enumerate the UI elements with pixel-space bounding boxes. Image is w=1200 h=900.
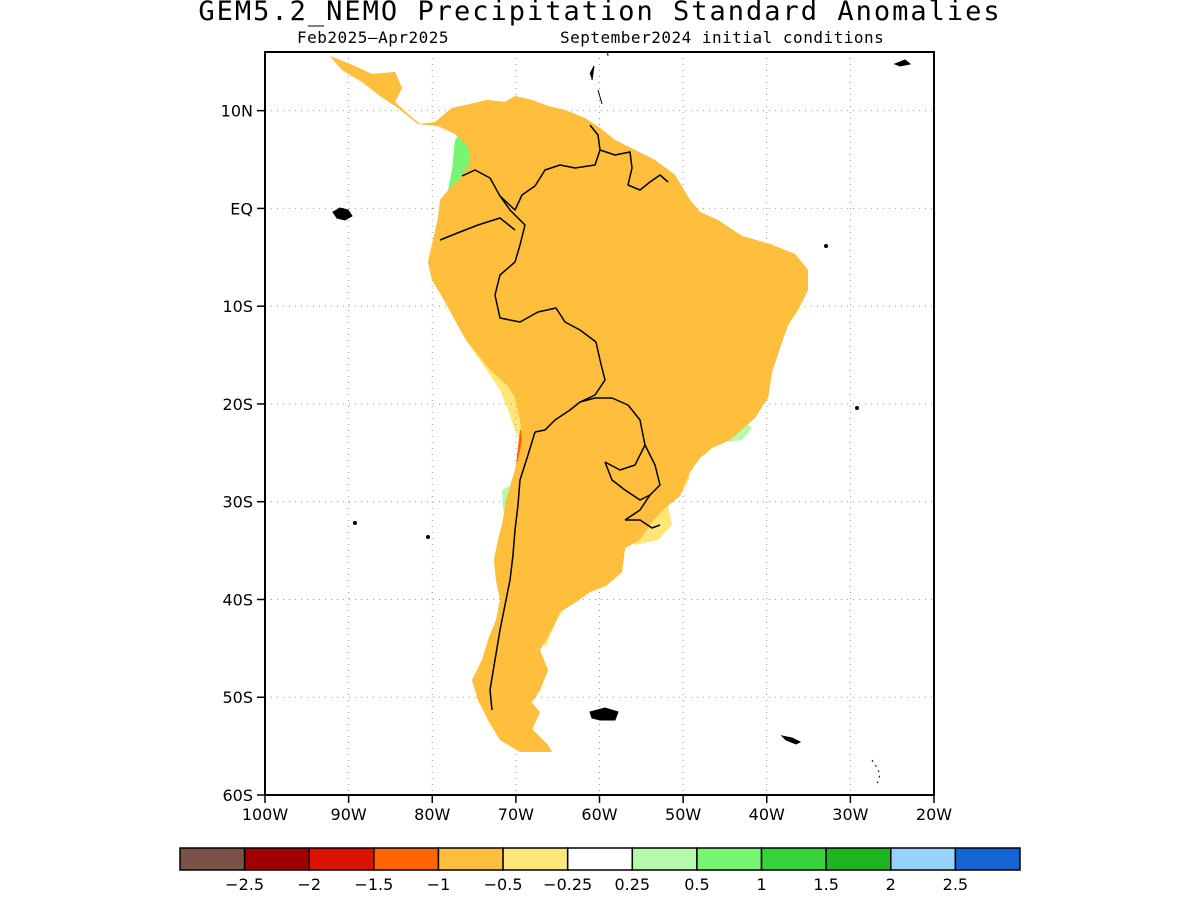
lon-tick-label: 60W xyxy=(581,805,617,824)
lat-tick-label: 30S xyxy=(222,493,253,512)
map-title: GEM5.2_NEMO Precipitation Standard Anoma… xyxy=(198,0,1002,27)
colorbar-label: −2.5 xyxy=(225,875,264,894)
colorbar xyxy=(179,847,1021,871)
south-georgia xyxy=(780,735,802,745)
colorbar-swatch xyxy=(243,847,310,871)
colorbar-label: −1.5 xyxy=(354,875,393,894)
colorbar-swatch xyxy=(566,847,634,871)
colorbar-swatch xyxy=(308,847,375,871)
forecast-period: Feb2025–Apr2025 xyxy=(297,28,449,47)
axis-ticks xyxy=(257,109,935,803)
lon-tick-label: 20W xyxy=(916,805,952,824)
coastlines xyxy=(329,55,809,753)
lat-tick-label: 60S xyxy=(222,786,253,805)
fernando-noronha xyxy=(824,244,828,248)
colorbar-label: 1 xyxy=(756,875,766,894)
anomaly-field xyxy=(265,52,934,795)
colorbar-label: 2.5 xyxy=(943,875,968,894)
lon-tick-label: 40W xyxy=(749,805,785,824)
colorbar-swatch xyxy=(631,847,698,871)
islands xyxy=(332,52,912,787)
lat-tick-label: 50S xyxy=(222,688,253,707)
colorbar-label: 2 xyxy=(886,875,896,894)
colorbar-swatch xyxy=(437,847,504,871)
colorbar-swatch xyxy=(954,847,1021,871)
colorbar-swatch xyxy=(890,847,957,871)
lat-tick-label: 10N xyxy=(221,102,253,121)
trindade xyxy=(855,406,859,410)
lon-tick-label: 50W xyxy=(665,805,701,824)
south-sandwich xyxy=(871,759,881,787)
latitude-labels: 10N EQ 10S 20S 30S 40S 50S 60S xyxy=(221,102,253,805)
colorbar-label: 0.5 xyxy=(684,875,709,894)
colorbar-labels: −2.5 −2 −1.5 −1 −0.5 −0.25 0.25 0.5 1 1.5 2 2.5 xyxy=(225,875,968,894)
longitude-labels: 100W 90W 80W 70W 60W 50W 40W 30W 20W xyxy=(242,805,952,824)
colorbar-label: −0.25 xyxy=(543,875,592,894)
san-felix xyxy=(353,521,357,525)
lon-tick-label: 100W xyxy=(242,805,289,824)
lat-tick-label: 10S xyxy=(222,297,253,316)
galapagos xyxy=(332,207,353,221)
falklands xyxy=(589,707,619,721)
lat-tick-label: 20S xyxy=(222,395,253,414)
colorbar-label: −0.5 xyxy=(484,875,523,894)
colorbar-label: −2 xyxy=(297,875,321,894)
juan-fernandez xyxy=(426,535,430,539)
lon-tick-label: 30W xyxy=(832,805,868,824)
colorbar-swatch xyxy=(825,847,892,871)
colorbar-label: 0.25 xyxy=(614,875,650,894)
colorbar-swatch xyxy=(502,847,569,871)
colorbar-swatch xyxy=(696,847,763,871)
lon-tick-label: 80W xyxy=(414,805,450,824)
colorbar-swatch xyxy=(373,847,440,871)
initial-conditions: September2024 initial conditions xyxy=(560,28,885,47)
colorbar-swatch xyxy=(179,847,246,871)
colorbar-label: 1.5 xyxy=(813,875,838,894)
country-borders xyxy=(439,124,669,711)
colorbar-swatch xyxy=(760,847,827,871)
colorbar-label: −1 xyxy=(427,875,451,894)
lat-tick-label: 40S xyxy=(222,590,253,609)
lon-tick-label: 70W xyxy=(498,805,534,824)
caribbean-islands xyxy=(589,52,912,105)
lat-tick-label: EQ xyxy=(230,199,253,218)
lon-tick-label: 90W xyxy=(331,805,367,824)
